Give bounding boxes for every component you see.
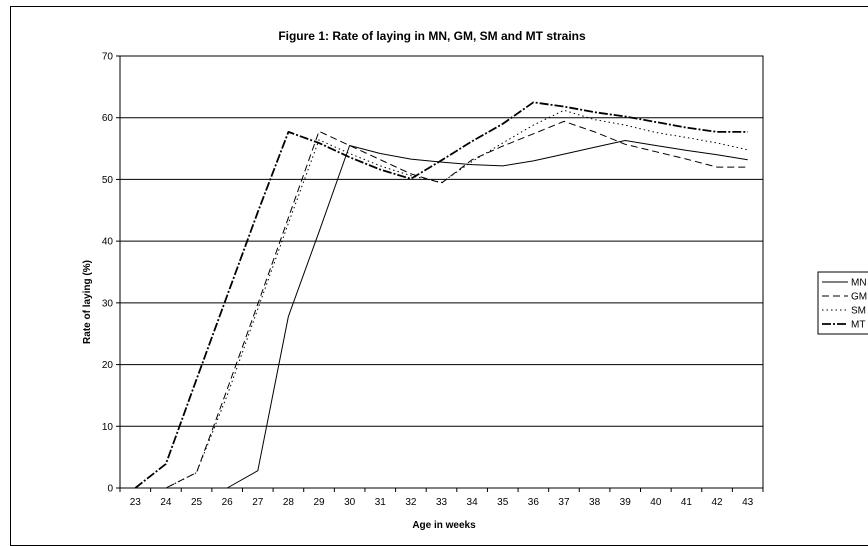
x-tick-label: 29	[313, 497, 325, 508]
x-tick-label: 30	[344, 497, 356, 508]
series-lines	[134, 101, 748, 489]
y-tick-label: 40	[102, 237, 114, 248]
x-tick-label: 33	[436, 497, 448, 508]
y-tick-label: 60	[102, 113, 114, 124]
gridlines	[120, 117, 763, 427]
x-tick-label: 27	[252, 497, 264, 508]
y-tick-label: 70	[102, 52, 114, 63]
x-tick-label: 38	[589, 497, 601, 508]
y-axis-label: Rate of laying (%)	[82, 260, 93, 344]
axes: 0 10 20 30 40 50 60 70 23 24 25 26 27 28 29 30 31 32 33 34 3…	[102, 52, 764, 508]
y-tick-label: 50	[102, 175, 114, 186]
chart-title: Figure 1: Rate of laying in MN, GM, SM a…	[278, 29, 586, 43]
x-tick-label: 24	[160, 497, 172, 508]
series-line-mn	[135, 140, 748, 489]
x-tick-label: 35	[497, 497, 509, 508]
plot-area	[119, 55, 764, 489]
x-tick-label: 40	[650, 497, 662, 508]
x-tick-label: 34	[467, 497, 479, 508]
x-tick-label: 41	[681, 497, 693, 508]
x-tick-label: 25	[191, 497, 203, 508]
x-tick-label: 36	[528, 497, 540, 508]
x-tick-label: 43	[742, 497, 754, 508]
y-tick-label: 20	[102, 360, 114, 371]
series-line-gm	[135, 120, 748, 489]
series-line-mt	[134, 101, 748, 489]
x-tick-label: 23	[130, 497, 142, 508]
legend-label-sm: SM	[851, 306, 866, 317]
y-tick-label: 10	[102, 422, 114, 433]
x-tick-label: 42	[712, 497, 724, 508]
x-tick-label: 37	[558, 497, 570, 508]
y-tick-label: 30	[102, 298, 114, 309]
x-tick-label: 39	[620, 497, 632, 508]
x-tick-label: 32	[405, 497, 417, 508]
legend: MN GM SM MT	[817, 271, 868, 335]
x-tick-label: 31	[375, 497, 387, 508]
series-line-sm	[135, 109, 748, 489]
x-tick-label: 26	[222, 497, 234, 508]
x-axis-label: Age in weeks	[412, 520, 476, 531]
legend-label-gm: GM	[851, 292, 867, 303]
y-tick-label: 0	[107, 484, 113, 495]
legend-label-mn: MN	[851, 278, 867, 289]
legend-label-mt: MT	[851, 320, 865, 331]
x-tick-label: 28	[283, 497, 295, 508]
